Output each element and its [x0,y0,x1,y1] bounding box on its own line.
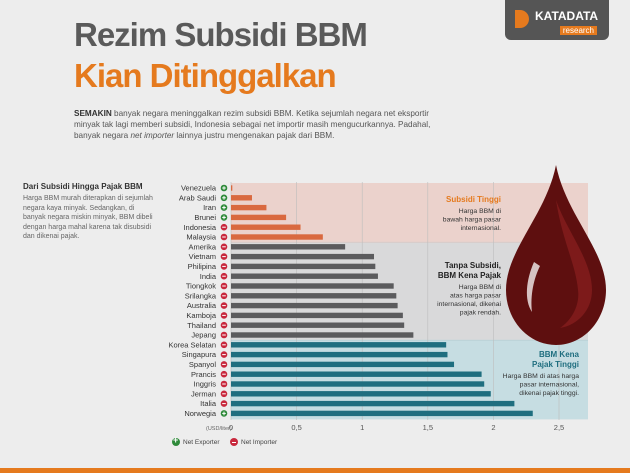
category-label: Kamboja [186,311,216,320]
bar-singapura [231,351,448,358]
x-tick-label: 0,5 [291,423,301,432]
oil-drop-highlight [526,262,540,312]
bar-brunei [231,214,287,221]
title-line-2: Kian Ditinggalkan [74,57,337,94]
intro-part2: lainnya justru mengenakan pajak dari BBM… [174,131,335,140]
category-label: Norwegia [184,409,217,418]
bar-jerman [231,391,491,397]
bar-kamboja [231,312,403,319]
bar-italia [231,400,515,407]
bar-vietnam [231,253,375,260]
category-label: Thailand [187,321,216,330]
category-label: Brunei [194,213,216,222]
intro-paragraph: SEMAKIN banyak negara meninggalkan rezim… [74,108,434,141]
category-label: Iran [203,203,216,212]
intro-italic: net importer [130,131,175,140]
title-line-1: Rezim Subsidi BBM [74,16,368,53]
category-label: Indonesia [183,223,216,232]
group-title-2: BBM Kena [539,350,580,359]
bar-australia [231,302,398,309]
category-label: Tiongkok [186,282,216,291]
legend-importer: Net Importer [230,438,277,446]
sidebar-text: Harga BBM murah diterapkan di sejumlah n… [23,195,153,240]
bar-indonesia [231,224,301,230]
x-axis-label: (USD/liter) [206,426,232,432]
category-label: Vietnam [189,252,216,261]
category-label: Korea Selatan [168,340,216,349]
group-desc-1: pajak rendah. [460,310,501,317]
bar-korea-selatan [231,342,447,348]
group-desc-2: dikenai pajak tinggi. [519,390,579,397]
category-label: Spanyol [189,360,216,369]
category-label: Australia [187,301,217,310]
category-label: Arab Saudi [179,193,216,202]
bar-srilangka [231,293,397,299]
x-tick-label: 2,5 [554,423,564,432]
logo-sub: research [559,26,597,35]
x-tick-label: 2 [491,423,495,432]
logo-icon [515,10,529,28]
category-label: Jerman [191,389,216,398]
bar-inggris [231,381,485,387]
logo-text: KATADATA [535,9,599,23]
katadata-logo: KATADATA research [505,0,609,40]
group-desc-1: atas harga pasar [450,293,502,300]
x-tick-label: 1,5 [423,423,433,432]
group-desc-0: Harga BBM di [459,208,502,215]
category-label: Inggris [193,380,216,389]
category-label: India [200,272,217,281]
exporter-icon [172,435,180,446]
group-desc-1: internasional, dikenai [437,301,501,308]
category-label: Singapura [182,350,217,359]
group-desc-0: bawah harga pasar [443,217,502,224]
bar-philipina [231,263,376,270]
intro-lead: SEMAKIN [74,109,112,118]
group-desc-2: pasar internasional, [520,382,579,389]
category-label: Prancis [191,370,216,379]
bar-india [231,273,378,279]
bar-spanyol [231,361,455,368]
x-tick-label: 0 [229,423,233,432]
intro-part1: banyak negara meninggalkan rezim subsidi… [74,109,431,140]
group-desc-2: Harga BBM di atas harga [503,373,580,380]
x-tick-label: 1 [360,423,364,432]
group-title-1: BBM Kena Pajak [438,271,502,280]
bottom-accent-bar [0,468,630,473]
group-title-2: Pajak Tinggi [532,360,579,369]
legend-exporter: Net Exporter [172,435,220,446]
bar-prancis [231,371,482,377]
group-desc-0: internasional. [461,225,502,232]
sidebar-title: Dari Subsidi Hingga Pajak BBM [23,182,143,191]
legend-exporter-label: Net Exporter [183,438,220,446]
bar-amerika [231,244,346,250]
legend-importer-label: Net Importer [241,438,278,446]
group-title-1: Tanpa Subsidi, [445,261,501,270]
category-label: Philipina [188,262,217,271]
category-label: Italia [200,399,217,408]
category-label: Srilangka [185,291,217,300]
bar-jepang [231,332,414,338]
category-label: Jepang [191,331,216,340]
bar-tiongkok [231,283,394,289]
bar-norwegia [231,410,533,417]
oil-drop-shade [556,200,592,328]
category-label: Venezuela [181,184,217,193]
category-label: Amerika [188,242,216,251]
bar-arab-saudi [231,195,252,201]
bar-thailand [231,322,405,328]
group-desc-1: Harga BBM di [459,284,502,291]
importer-icon [230,438,238,446]
bar-venezuela [231,185,233,191]
bar-malaysia [231,234,323,240]
category-label: Malaysia [186,233,216,242]
group-title-0: Subsidi Tinggi [446,195,501,204]
bar-iran [231,204,267,211]
